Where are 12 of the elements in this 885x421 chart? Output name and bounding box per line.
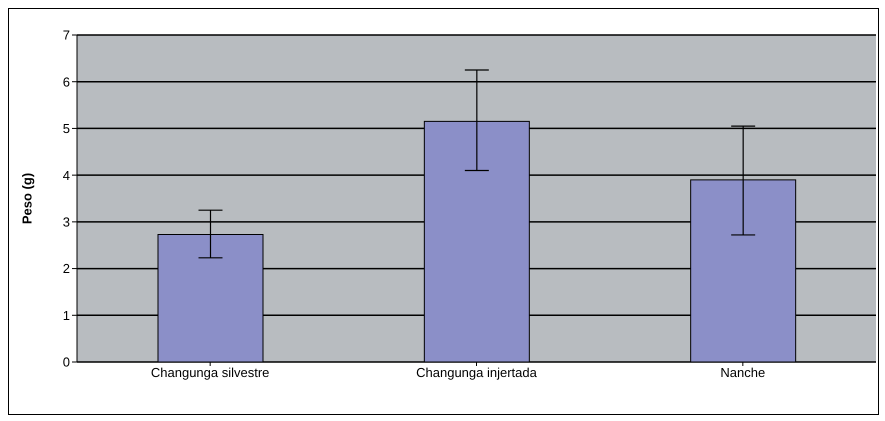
y-tick-label: 0 [62,354,70,370]
y-tick-label: 6 [62,74,70,90]
y-tick-label: 4 [62,168,70,183]
y-tick-label: 1 [62,308,70,323]
y-tick-label: 7 [62,28,70,43]
x-tick-label: Changunga silvestre [150,365,270,380]
y-axis-title: Peso (g) [20,172,35,224]
x-tick-label: Nanche [720,365,766,380]
y-tick-label: 5 [62,121,70,136]
x-tick-label: Changunga injertada [416,365,538,380]
y-tick-label: 2 [62,261,70,276]
y-tick-label: 3 [62,214,70,230]
